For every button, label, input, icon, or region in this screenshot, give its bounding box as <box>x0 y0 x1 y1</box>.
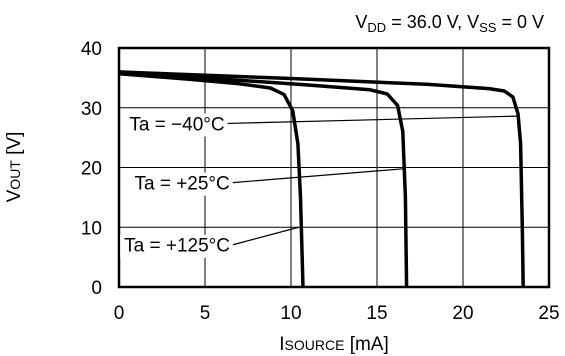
x-axis-label-unit: [mA] <box>344 334 388 355</box>
annotation-leader-line <box>227 115 518 125</box>
curves <box>118 70 525 288</box>
x-tick-label: 10 <box>280 303 301 324</box>
annotation-label-background <box>120 234 235 258</box>
supply-note-middle: = 36.0 V, V <box>386 12 479 32</box>
series-line-ta-40-c <box>118 70 525 288</box>
x-tick-label: 5 <box>200 303 211 324</box>
x-tick-label: 20 <box>452 303 473 324</box>
annotations: Ta = −40°C Ta = +25°C Ta = +125°C <box>120 113 518 258</box>
annotation-label-background <box>125 113 229 137</box>
annotation-label-ta-25-c: Ta = +25°C <box>134 174 229 195</box>
series-line-ta-25-c <box>118 70 409 288</box>
annotation-label-ta-125-c: Ta = +125°C <box>124 236 230 257</box>
supply-note-vdd-sub: DD <box>367 20 386 35</box>
annotation-leader-line <box>232 168 405 184</box>
plot-frame <box>117 46 551 289</box>
y-tick-label: 40 <box>81 39 102 60</box>
y-axis-label: VOUT [V] <box>4 132 25 203</box>
x-axis-label-main: I <box>279 334 284 355</box>
annotation-label-background <box>130 172 234 196</box>
y-tick-label: 0 <box>91 278 102 299</box>
y-axis-label-sub: OUT <box>7 160 23 190</box>
supply-note-vdd: V <box>355 12 367 32</box>
y-tick-label: 30 <box>81 99 102 120</box>
tick-labels: 0 5 10 15 20 25 0 10 20 30 40 <box>81 39 560 324</box>
supply-note: VDD = 36.0 V, VSS = 0 V <box>355 12 544 35</box>
x-tick-label: 15 <box>366 303 387 324</box>
y-axis-label-main: V <box>4 189 25 202</box>
supply-note-end: = 0 V <box>496 12 544 32</box>
y-tick-label: 10 <box>81 218 102 239</box>
x-axis-label: ISOURCE [mA] <box>279 334 389 355</box>
annotation-leader-line <box>232 226 299 246</box>
annotation-label-ta-40-c: Ta = −40°C <box>129 114 224 135</box>
supply-note-vss-sub: SS <box>479 20 497 35</box>
x-tick-label: 0 <box>114 303 125 324</box>
y-tick-label: 20 <box>81 159 102 180</box>
x-axis-label-sub: SOURCE <box>285 337 345 353</box>
y-axis-label-unit: [V] <box>4 132 25 161</box>
series-line-ta-125-c <box>118 71 305 288</box>
x-tick-label: 25 <box>538 303 559 324</box>
